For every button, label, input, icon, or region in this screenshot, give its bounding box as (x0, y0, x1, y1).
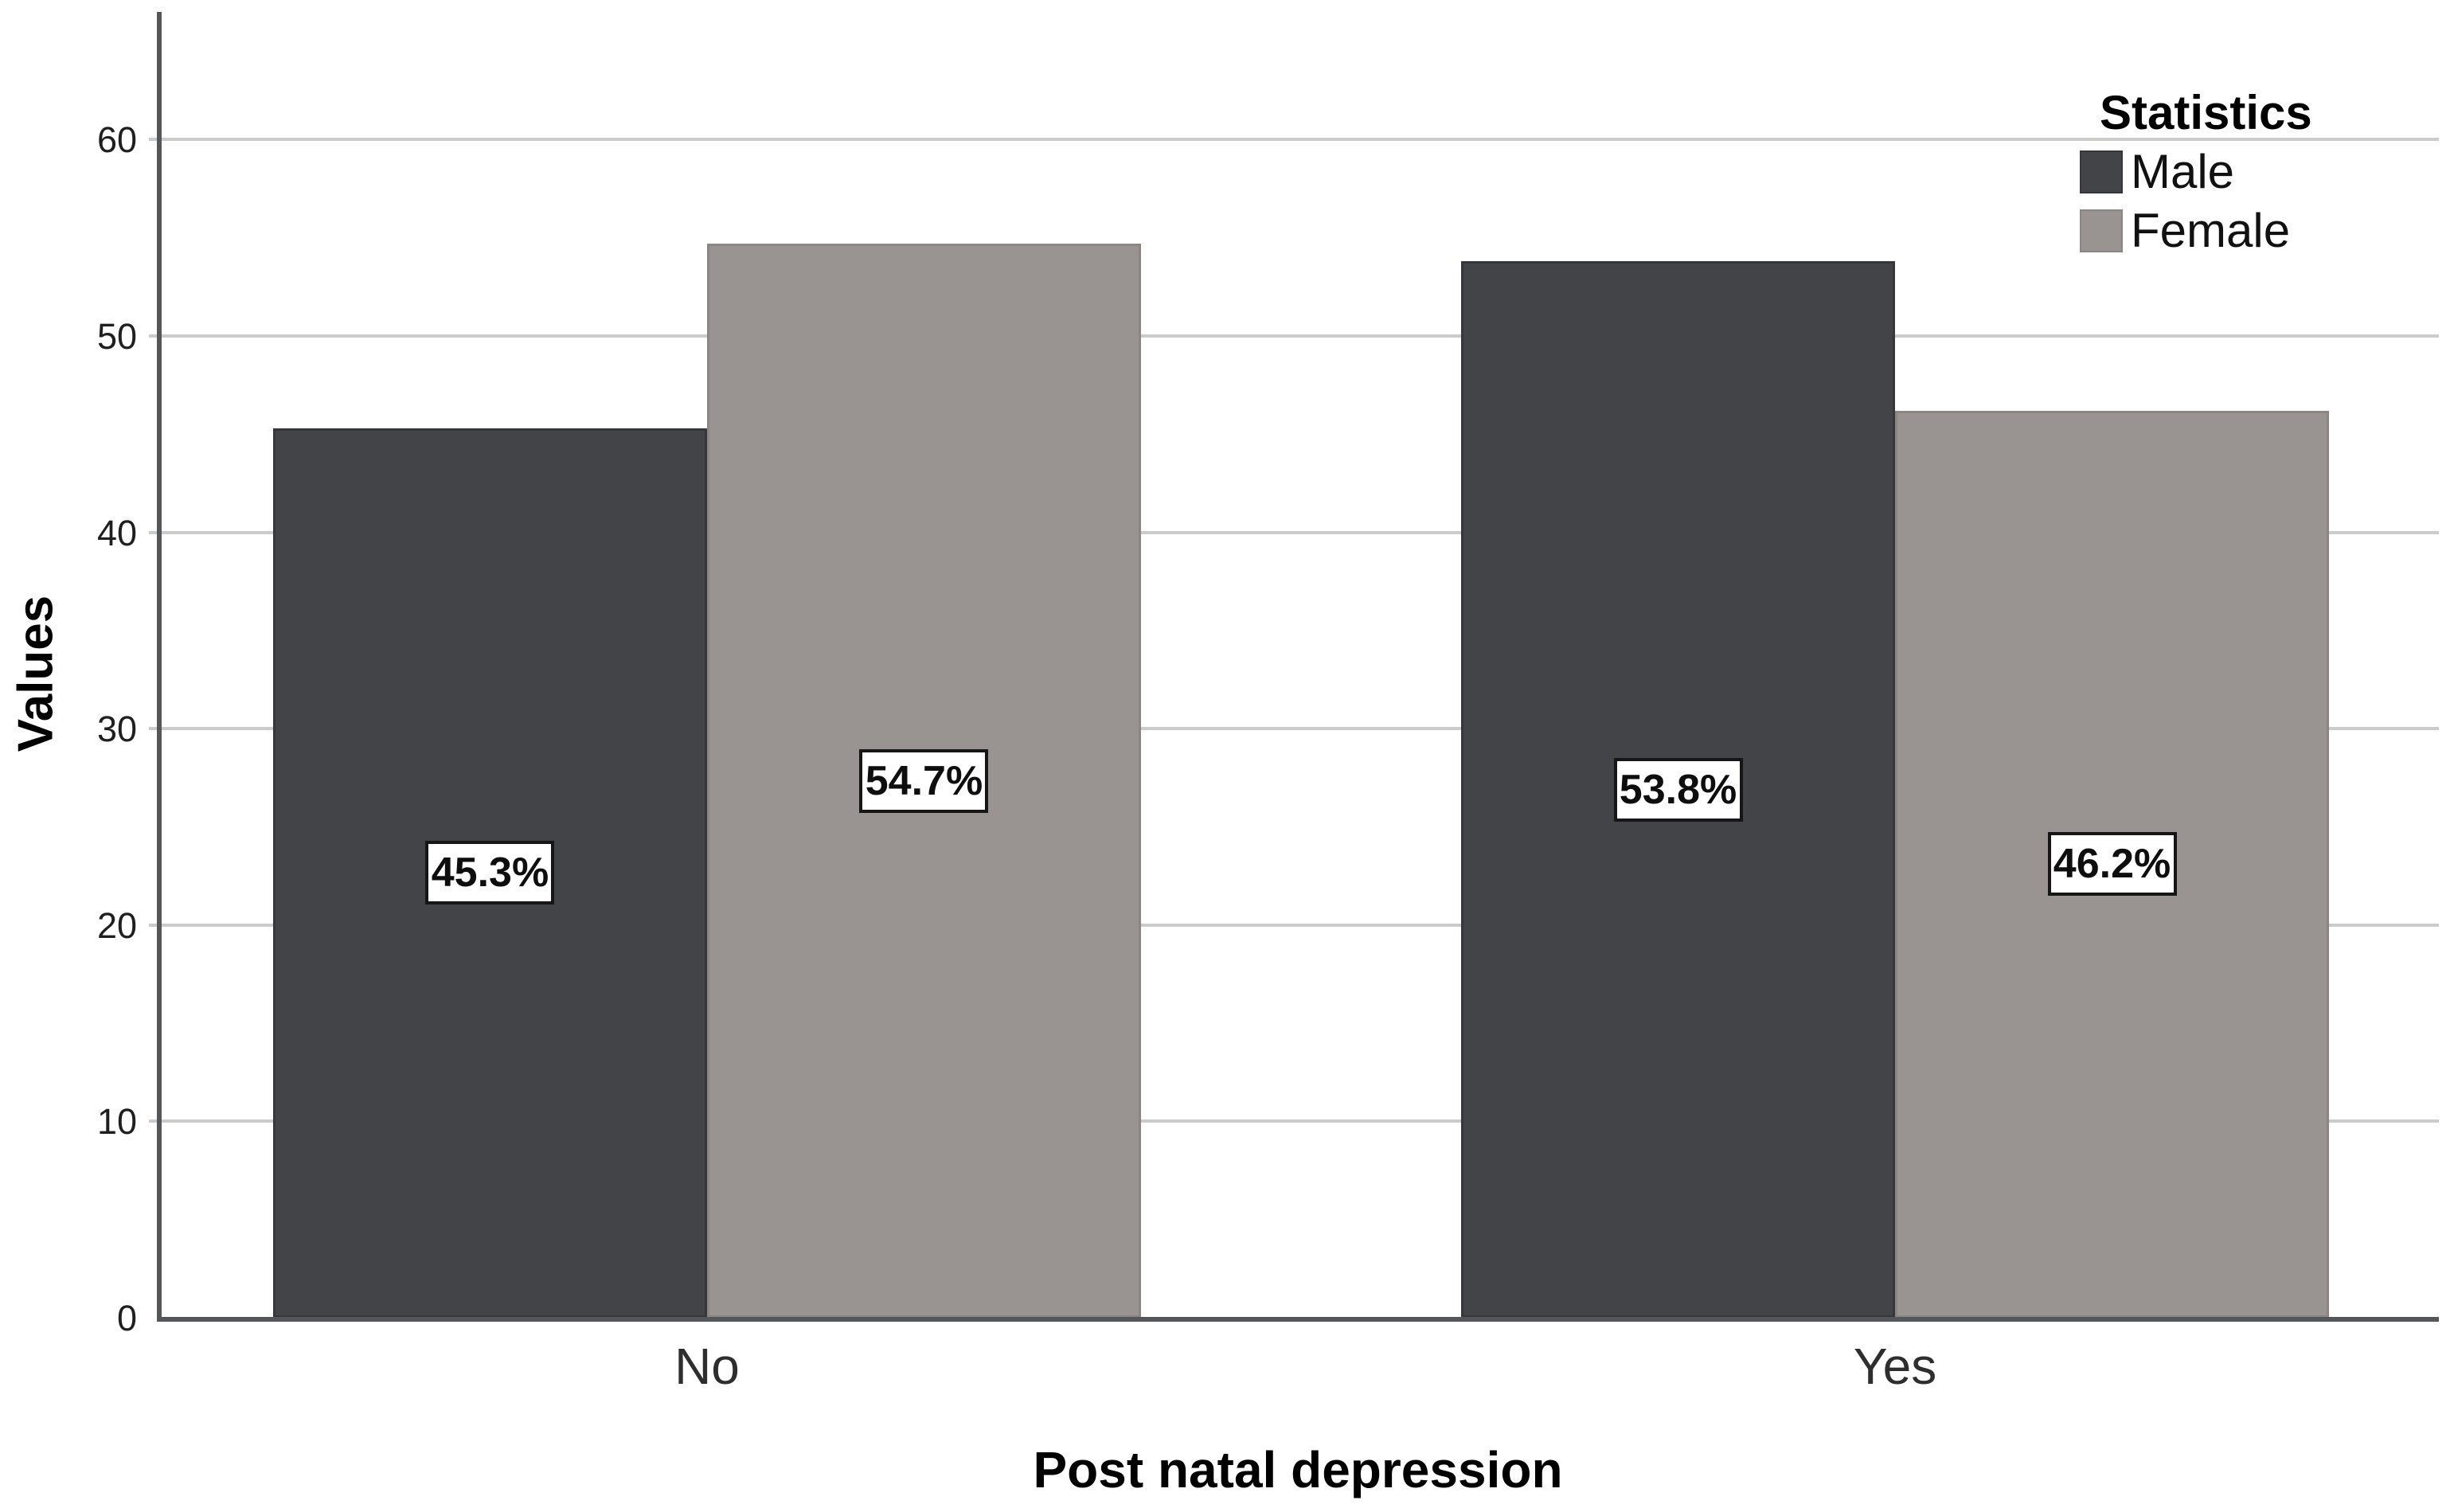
y-tick-label-10: 10 (96, 1101, 137, 1143)
legend-swatch-female (2080, 209, 2123, 252)
gridline-50 (149, 334, 2439, 338)
y-tick-label-0: 0 (116, 1298, 137, 1338)
value-label-male-no: 45.3% (425, 841, 555, 905)
gridline-60 (149, 138, 2439, 142)
gridline-40 (149, 530, 2439, 534)
legend-label-male: Male (2131, 145, 2235, 198)
x-axis-title: Post natal depression (1033, 1441, 1563, 1498)
y-tick-label-20: 20 (96, 904, 137, 946)
plot-area: 45.3% 54.7% 53.8% 46.2% (149, 12, 2439, 1318)
gridline-20 (149, 923, 2439, 927)
value-label-female-no: 54.7% (859, 748, 989, 813)
legend-label-female: Female (2131, 204, 2291, 257)
x-axis-line (157, 1317, 2439, 1322)
category-label-yes: Yes (1853, 1338, 1937, 1395)
gridline-10 (149, 1119, 2439, 1123)
category-label-no: No (674, 1338, 740, 1395)
y-tick-label-30: 30 (96, 709, 137, 750)
legend-swatch-male (2080, 150, 2123, 193)
legend-title: Statistics (2100, 86, 2312, 139)
value-label-female-yes: 46.2% (2047, 832, 2177, 897)
value-label-male-yes: 53.8% (1613, 757, 1743, 822)
y-tick-label-60: 60 (96, 119, 137, 161)
y-axis-line (157, 12, 162, 1322)
legend-item-female: Female (2080, 204, 2312, 257)
gridline-30 (149, 727, 2439, 731)
y-tick-label-40: 40 (96, 512, 137, 553)
legend: Statistics Male Female (2080, 86, 2312, 257)
y-tick-label-50: 50 (96, 315, 137, 357)
legend-item-male: Male (2080, 145, 2312, 198)
